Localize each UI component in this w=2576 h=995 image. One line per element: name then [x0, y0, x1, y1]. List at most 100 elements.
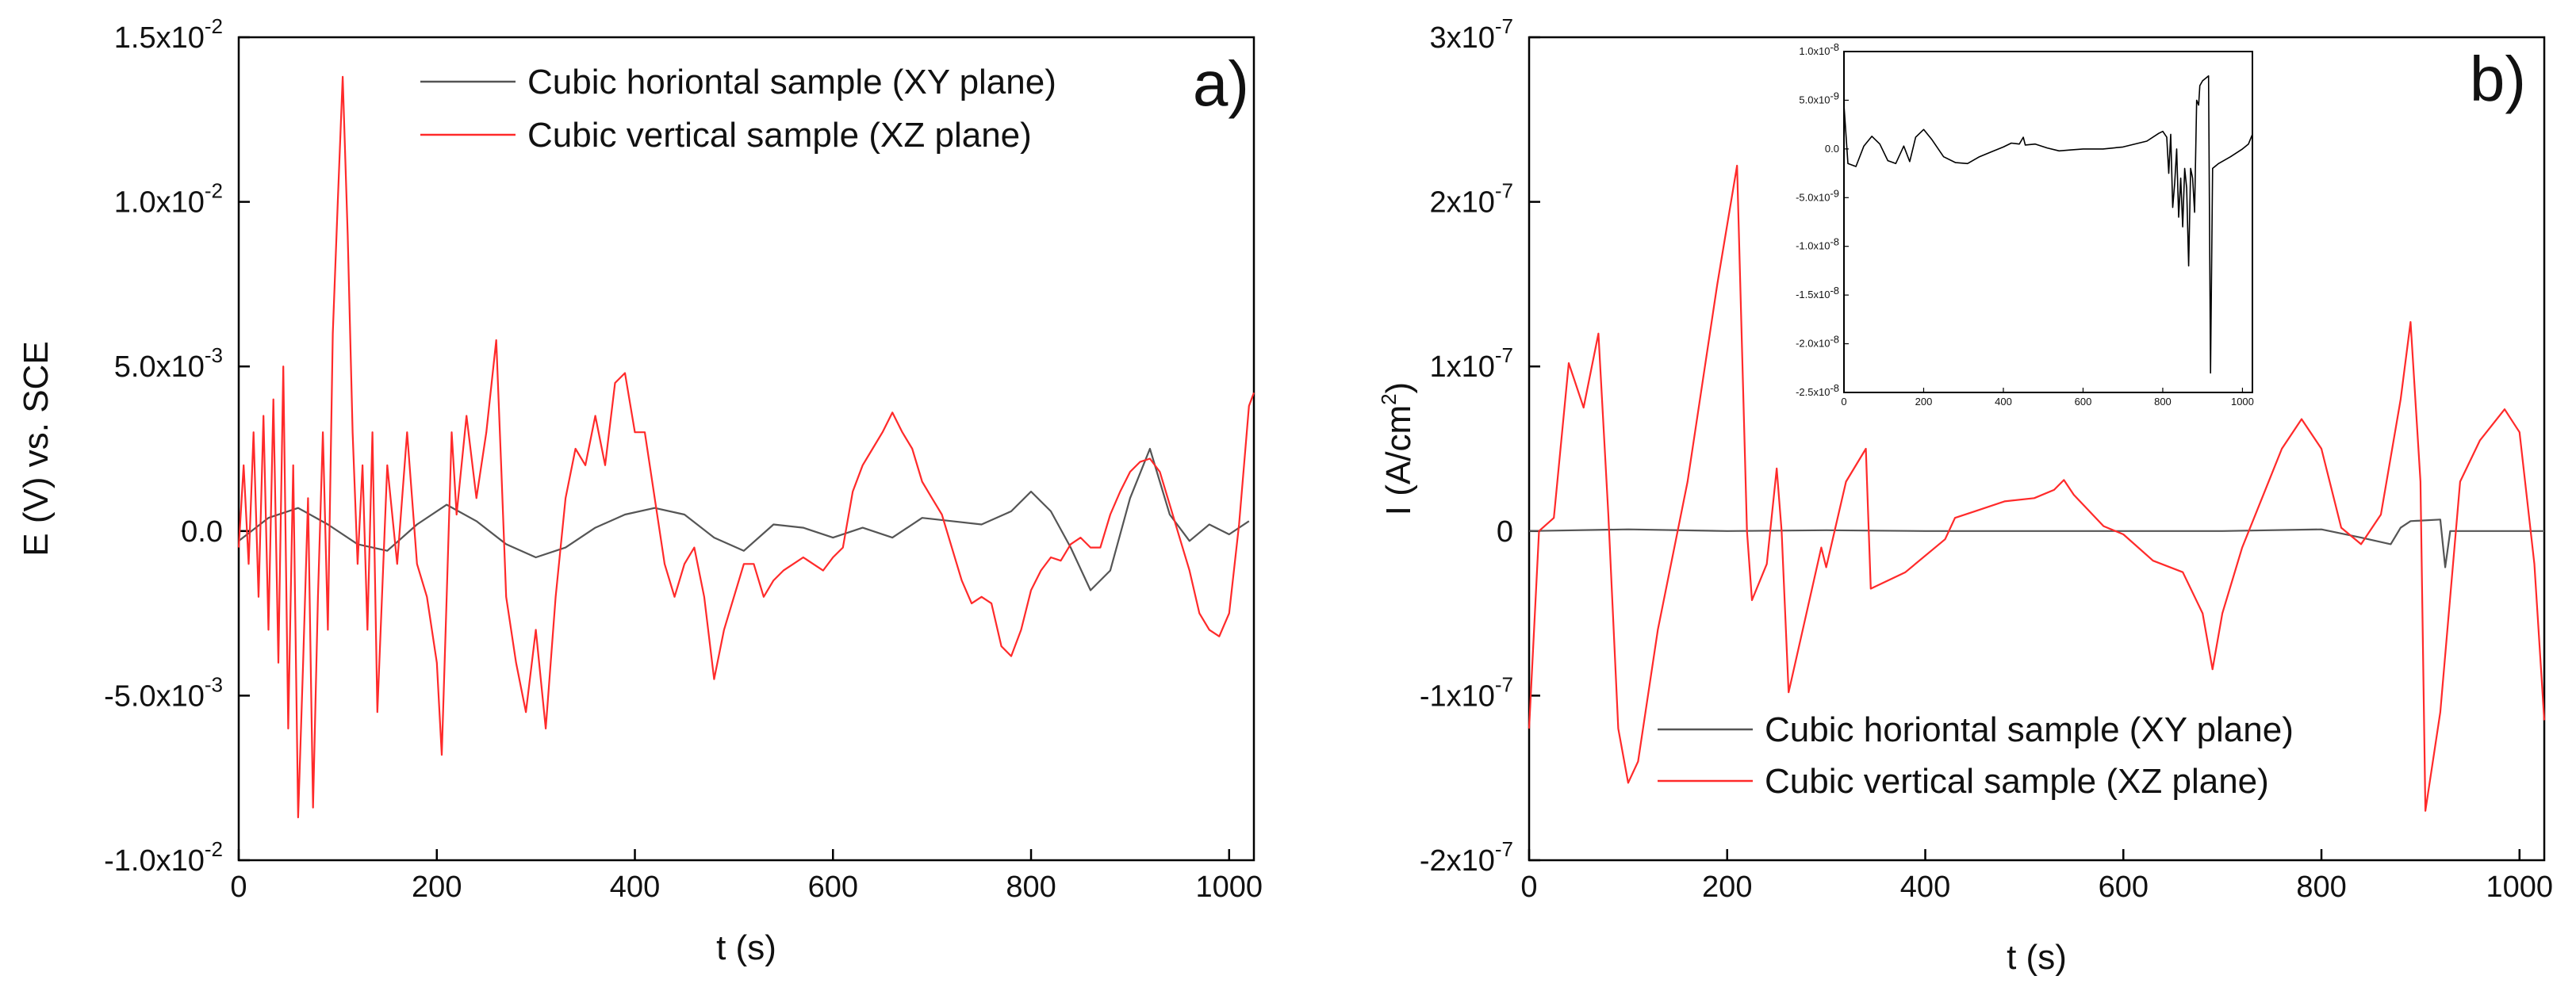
b-y-tick-label: 0 — [1497, 515, 1513, 549]
b-x-tick-label: 1000 — [2486, 871, 2554, 904]
b-y-tick-label-mantissa: -1x10 — [1420, 679, 1495, 713]
legend-label-b-1: Cubic vertical sample (XZ plane) — [1765, 762, 2269, 801]
b-y-tick-label: -2x10-7 — [1420, 837, 1513, 878]
b-y-tick-label: -1x10-7 — [1420, 672, 1513, 713]
b-y-tick-label-mantissa: 0 — [1497, 515, 1513, 549]
y-axis-title-b-close: ) — [1379, 382, 1418, 394]
y-axis-title-b-sup: 2 — [1377, 393, 1401, 404]
b-x-tick-label: 200 — [1702, 871, 1752, 904]
inset-chart: 0 200 400 600 800 1000 -2.5x10-8-2.0x10-8-1.5… — [1796, 41, 2254, 408]
inset-y-tick-label: -1.0x10-8 — [1796, 236, 1839, 252]
a-series-line-0 — [238, 447, 1250, 591]
b-y-tick-label-exponent: -7 — [1495, 837, 1513, 861]
legend-label-a-1: Cubic vertical sample (XZ plane) — [527, 116, 1032, 155]
inset-y-tick-label: -5.0x10-9 — [1796, 187, 1839, 203]
a-x-tick-label: 400 — [610, 871, 660, 904]
a-y-tick-label-exponent: -2 — [205, 837, 223, 861]
inset-y-tick-label-mantissa: 5.0x10 — [1799, 94, 1830, 105]
inset-y-tick-label-mantissa: -5.0x10 — [1796, 191, 1830, 203]
legend-label-b-0: Cubic horiontal sample (XY plane) — [1765, 710, 2294, 749]
a-y-tick-label-mantissa: -1.0x10 — [104, 844, 205, 878]
inset-y-tick-label: -2.0x10-8 — [1796, 334, 1839, 350]
inset-y-tick-label: 5.0x10-9 — [1799, 90, 1839, 105]
inset-x-tick-label: 0 — [1841, 396, 1846, 408]
b-y-tick-label-mantissa: 1x10 — [1429, 350, 1494, 384]
a-y-tick-label: 5.0x10-3 — [114, 343, 223, 384]
inset-y-tick-label-mantissa: -1.0x10 — [1796, 240, 1830, 252]
inset-x-ticks: 0 200 400 600 800 1000 — [1841, 388, 2254, 408]
panel-label-b: b) — [2470, 44, 2526, 114]
inset-x-tick-label: 200 — [1915, 396, 1933, 408]
b-y-tick-label-exponent: -7 — [1495, 179, 1513, 203]
inset-y-tick-label-exponent: -8 — [1830, 41, 1839, 53]
y-axis-title-a: E (V) vs. SCE — [17, 341, 56, 556]
inset-y-tick-label-exponent: -9 — [1830, 187, 1839, 199]
a-y-tick-label-mantissa: 5.0x10 — [114, 350, 205, 384]
plot-frame-b — [1528, 36, 2546, 862]
inset-y-tick-label-exponent: -8 — [1830, 236, 1839, 248]
inset-y-tick-label: 1.0x10-8 — [1799, 41, 1839, 57]
panel-a: 0 200 400 600 800 1000 -1.0x10-2-5.0x10-30.05… — [17, 14, 1263, 967]
a-x-tick-label: 0 — [230, 871, 247, 904]
b-y-tick-label-exponent: -7 — [1495, 343, 1513, 367]
b-series-line-0 — [1528, 519, 2544, 568]
b-y-tick-label-mantissa: 2x10 — [1429, 186, 1494, 220]
a-y-tick-label-mantissa: -5.0x10 — [104, 679, 205, 713]
b-x-tick-label: 0 — [1520, 871, 1537, 904]
inset-y-tick-label-exponent: -9 — [1830, 90, 1839, 101]
b-y-tick-label: 2x10-7 — [1429, 179, 1513, 220]
inset-x-tick-label: 800 — [2154, 396, 2172, 408]
x-axis-title-a: t (s) — [716, 928, 776, 967]
inset-y-tick-label-mantissa: -1.5x10 — [1796, 289, 1830, 300]
inset-y-tick-label: 0.0 — [1825, 143, 1839, 155]
a-x-tick-label: 200 — [412, 871, 462, 904]
inset-y-tick-label: -1.5x10-8 — [1796, 285, 1839, 300]
inset-y-tick-label-mantissa: -2.0x10 — [1796, 338, 1830, 350]
a-x-tick-label: 800 — [1006, 871, 1056, 904]
y-ticks-a: -1.0x10-2-5.0x10-30.05.0x10-31.0x10-21.5… — [104, 14, 250, 878]
x-axis-title-b: t (s) — [2007, 938, 2067, 977]
a-y-tick-label: 0.0 — [181, 515, 223, 549]
b-y-tick-label: 3x10-7 — [1429, 14, 1513, 55]
y-axis-title-b-main: I (A/cm — [1379, 405, 1418, 515]
inset-y-tick-label-mantissa: 0.0 — [1825, 143, 1839, 155]
a-series-line-1 — [237, 75, 1255, 819]
inset-y-ticks: -2.5x10-8-2.0x10-8-1.5x10-8-1.0x10-8-5.0… — [1796, 41, 1849, 398]
legend-a: Cubic horiontal sample (XY plane) Cubic … — [420, 63, 1056, 155]
b-y-tick-label-mantissa: -2x10 — [1420, 844, 1495, 878]
inset-frame — [1843, 51, 2253, 393]
inset-y-tick-label: -2.5x10-8 — [1796, 382, 1839, 398]
b-x-tick-label: 600 — [2099, 871, 2149, 904]
series-a — [237, 75, 1255, 819]
inset-series — [1843, 75, 2253, 374]
x-ticks-a: 0 200 400 600 800 1000 — [230, 849, 1263, 904]
panel-label-a: a) — [1193, 48, 1249, 119]
plot-frame-a — [237, 36, 1255, 862]
inset-x-tick-label: 600 — [2075, 396, 2092, 408]
b-y-tick-label-mantissa: 3x10 — [1429, 21, 1494, 55]
a-y-tick-label: 1.5x10-2 — [114, 14, 223, 55]
a-y-tick-label-exponent: -2 — [205, 14, 223, 38]
a-y-tick-label-mantissa: 0.0 — [181, 515, 223, 549]
inset-series-line-0 — [1843, 75, 2253, 374]
a-y-tick-label: -1.0x10-2 — [104, 837, 223, 878]
a-y-tick-label-mantissa: 1.0x10 — [114, 186, 205, 220]
a-y-tick-label-exponent: -2 — [205, 179, 223, 203]
inset-y-tick-label-exponent: -8 — [1830, 382, 1839, 394]
panel-b: 0 200 400 600 800 1000 -2x10-7-1x10-701x10-72… — [1377, 14, 2553, 977]
legend-label-a-0: Cubic horiontal sample (XY plane) — [527, 63, 1056, 101]
a-x-tick-label: 1000 — [1196, 871, 1263, 904]
x-ticks-b: 0 200 400 600 800 1000 — [1520, 849, 2553, 904]
inset-y-tick-label-mantissa: 1.0x10 — [1799, 45, 1830, 57]
inset-y-tick-label-exponent: -8 — [1830, 285, 1839, 297]
y-axis-title-b: I (A/cm2) — [1377, 382, 1418, 515]
b-y-tick-label-exponent: -7 — [1495, 672, 1513, 696]
series-b — [1528, 164, 2546, 812]
b-x-tick-label: 400 — [1900, 871, 1950, 904]
inset-y-tick-label-mantissa: -2.5x10 — [1796, 386, 1830, 398]
a-y-tick-label-exponent: -3 — [205, 343, 223, 367]
a-y-tick-label-mantissa: 1.5x10 — [114, 21, 205, 55]
b-y-tick-label-exponent: -7 — [1495, 14, 1513, 38]
